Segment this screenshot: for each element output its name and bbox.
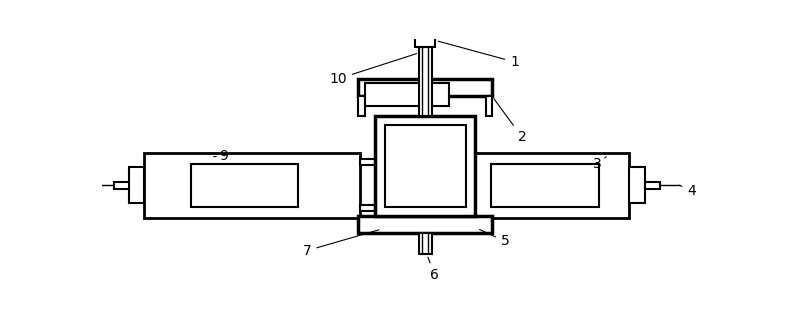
Text: 1: 1: [438, 41, 519, 69]
Text: 6: 6: [428, 257, 439, 282]
Bar: [360, 205, 375, 211]
Bar: [114, 182, 129, 189]
Bar: [358, 79, 492, 96]
Text: 2: 2: [494, 99, 526, 145]
Bar: [129, 168, 144, 203]
Text: 7: 7: [302, 230, 379, 258]
Bar: [190, 164, 298, 207]
Bar: [360, 159, 375, 165]
Text: 8: 8: [0, 323, 1, 324]
Text: 3: 3: [594, 156, 606, 171]
Text: 4: 4: [679, 184, 696, 198]
Bar: [385, 125, 466, 207]
Bar: [419, 233, 431, 254]
Text: 5: 5: [479, 229, 510, 249]
Bar: [358, 216, 492, 233]
Bar: [491, 164, 598, 207]
Bar: [365, 83, 450, 106]
Bar: [645, 182, 660, 189]
Text: 10: 10: [330, 53, 417, 86]
Bar: [419, 47, 431, 116]
Bar: [375, 116, 475, 216]
Bar: [358, 96, 365, 116]
Text: 9: 9: [214, 149, 228, 163]
Bar: [630, 168, 645, 203]
Bar: [475, 153, 630, 217]
Bar: [486, 96, 492, 116]
Bar: [144, 153, 360, 217]
Bar: [415, 34, 435, 47]
